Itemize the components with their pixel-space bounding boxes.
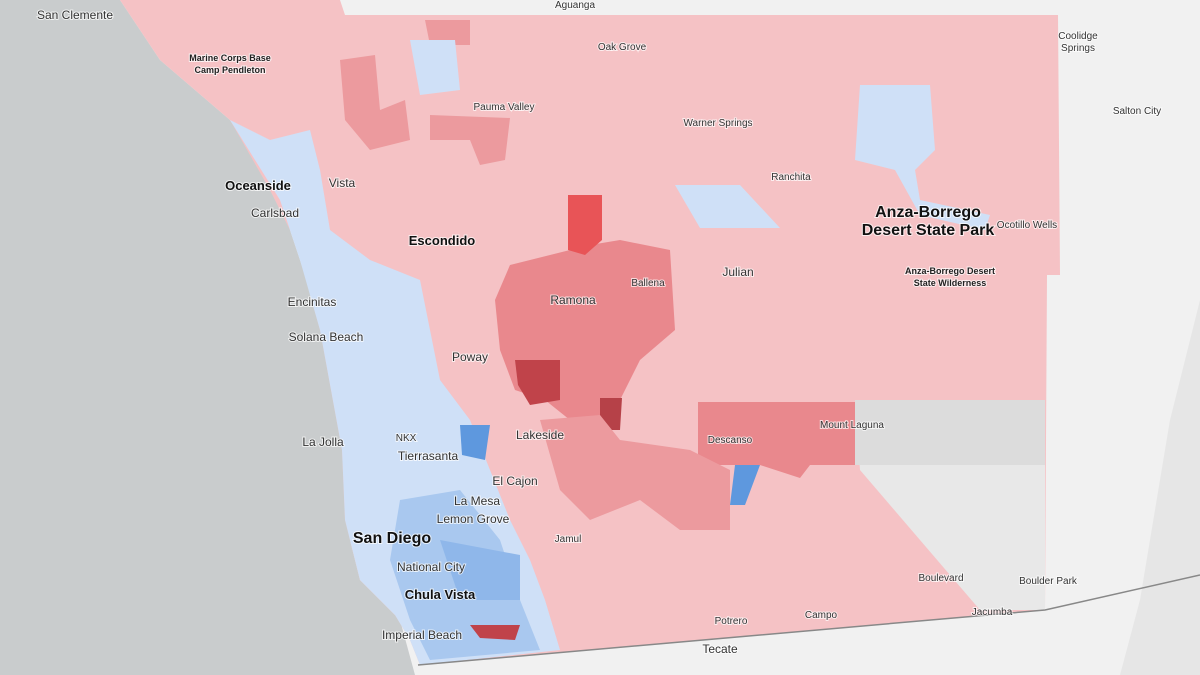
dark-blue-area (460, 425, 490, 460)
place-label: Lakeside (516, 428, 564, 442)
place-label: La Jolla (302, 435, 344, 449)
place-label: State Wilderness (914, 278, 986, 288)
desert-terrain (1120, 0, 1200, 675)
blue-area (675, 185, 780, 228)
place-label: Tecate (702, 642, 738, 656)
border-line (417, 574, 1200, 666)
place-label: Warner Springs (683, 118, 752, 129)
blue-area (410, 40, 460, 95)
place-label: Boulder Park (1019, 576, 1078, 587)
place-label: Vista (329, 176, 356, 190)
place-label: Springs (1061, 43, 1095, 54)
red-area (340, 55, 410, 150)
place-label: Chula Vista (405, 587, 476, 602)
place-label: Descanso (708, 435, 753, 446)
place-label: Marine Corps Base (189, 53, 271, 63)
place-label: Anza-Borrego Desert (905, 266, 995, 276)
place-label: Julian (722, 265, 753, 279)
blue-area (440, 540, 520, 600)
blue-area (855, 85, 990, 230)
place-label: Salton City (1113, 106, 1161, 117)
place-label: National City (397, 560, 465, 574)
dark-red-area (515, 360, 560, 405)
place-label: Mount Laguna (820, 420, 884, 431)
dark-blue-area (730, 465, 760, 505)
place-label: Camp Pendleton (194, 65, 265, 75)
place-label: San Clemente (37, 8, 113, 22)
place-label: El Cajon (492, 474, 537, 488)
place-label: Solana Beach (289, 330, 364, 344)
place-label: San Diego (353, 530, 431, 547)
place-label: Potrero (715, 616, 748, 627)
place-label: Campo (805, 610, 838, 621)
place-label: Tierrasanta (398, 449, 459, 463)
place-label: Poway (452, 350, 488, 364)
dark-red-area (470, 625, 520, 640)
place-label: Ramona (550, 293, 596, 307)
place-label: Escondido (409, 233, 476, 248)
place-label: Boulevard (918, 573, 963, 584)
red-area (540, 415, 730, 530)
place-label: Oak Grove (598, 42, 647, 53)
place-label: Anza-Borrego (875, 204, 981, 221)
red-area (430, 115, 510, 165)
red-area (425, 20, 470, 45)
red-area (568, 195, 602, 255)
ocean (0, 0, 415, 675)
place-label: Ranchita (771, 172, 811, 183)
unshaded-area (855, 400, 1045, 465)
place-label: Coolidge (1058, 31, 1098, 42)
red-area (698, 402, 855, 478)
place-label: NKX (396, 433, 417, 444)
place-label: Encinitas (288, 295, 337, 309)
place-label: Pauma Valley (474, 102, 535, 113)
place-label: Lemon Grove (437, 512, 510, 526)
place-label: Ballena (631, 278, 665, 289)
place-label: Desert State Park (862, 222, 995, 239)
place-label: Carlsbad (251, 206, 299, 220)
place-label: Oceanside (225, 178, 291, 193)
place-label: La Mesa (454, 494, 500, 508)
place-label: Jamul (555, 534, 582, 545)
place-label: Ocotillo Wells (997, 220, 1057, 231)
place-label: Imperial Beach (382, 628, 462, 642)
place-label: Aguanga (555, 0, 595, 11)
place-label: Jacumba (972, 607, 1013, 618)
